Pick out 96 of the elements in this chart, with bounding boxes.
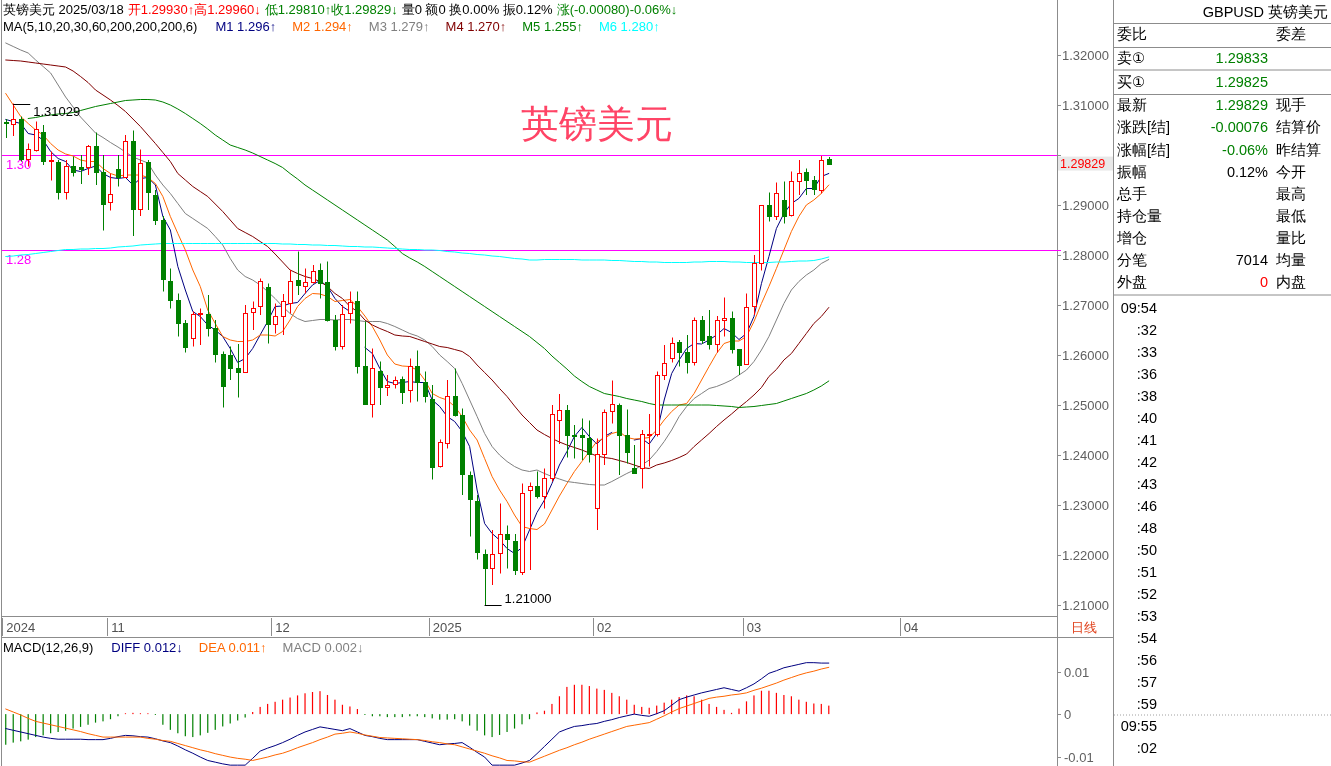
text: 最高 <box>1276 186 1306 202</box>
text: 英镑美元 <box>521 103 673 145</box>
text: :53 <box>1136 608 1157 624</box>
text: :56 <box>1136 652 1157 668</box>
text: :57 <box>1136 674 1157 690</box>
y-tick-label: 1.23000 <box>1062 498 1109 513</box>
text: 0.12% <box>1226 164 1269 180</box>
y-tick-label: -0.01 <box>1064 750 1094 765</box>
text: :50 <box>1136 542 1157 558</box>
y-tick-label: 1.26000 <box>1062 348 1109 363</box>
y-tick-label: 0.01 <box>1064 665 1090 680</box>
y-tick-label: 0 <box>1064 707 1072 722</box>
annotation: MACD 0.002↓ <box>282 640 364 655</box>
text: 内盘 <box>1276 274 1306 290</box>
text: 涨幅[结] <box>1117 141 1171 158</box>
y-tick-label: 1.29000 <box>1062 198 1109 213</box>
annotation: 量0 额0 换0.00% 振0.12% <box>401 2 554 17</box>
text: 09:54 <box>1120 300 1157 316</box>
text: 1.29829 <box>1060 157 1106 172</box>
text: 买① <box>1117 74 1145 90</box>
text: 振幅 <box>1117 164 1147 180</box>
y-tick-label: 1.24000 <box>1062 448 1109 463</box>
annotation: 开1.29930↑高1.29960↓ <box>127 2 261 17</box>
text: M3 1.279↑ <box>368 19 430 34</box>
text: 持仓量 <box>1117 208 1162 224</box>
text: 增仓 <box>1116 230 1147 246</box>
text: 昨结算 <box>1276 141 1321 158</box>
text: M2 1.294↑ <box>292 19 353 34</box>
text: 总手 <box>1116 186 1147 202</box>
legend-title: MA(5,10,20,30,60,200,200,200,6) <box>3 19 198 34</box>
text: -0.06% <box>1222 141 1269 158</box>
text: 委比 <box>1117 26 1147 42</box>
legend-title: MACD(12,26,9) <box>3 640 94 655</box>
text: :38 <box>1136 388 1157 404</box>
text: :52 <box>1136 586 1157 602</box>
text: GBPUSD 英镑美元 <box>1202 4 1328 20</box>
text: :36 <box>1136 366 1157 382</box>
y-tick-label: 1.31000 <box>1062 98 1109 113</box>
text: 卖① <box>1117 50 1145 66</box>
text: :41 <box>1136 432 1157 448</box>
annotation: 低1.29810↑收1.29829↓ <box>264 2 398 17</box>
text: 7014 <box>1235 252 1268 268</box>
text: 09:55 <box>1120 718 1157 734</box>
text: 0 <box>1259 274 1268 290</box>
x-tick-label: 12 <box>275 620 290 635</box>
x-tick-label: 2025 <box>432 620 462 635</box>
text: :02 <box>1136 740 1157 756</box>
y-tick-label: 1.32000 <box>1062 48 1109 63</box>
text: :32 <box>1136 322 1157 338</box>
text: 均量 <box>1275 252 1306 268</box>
text: -0.00076 <box>1210 119 1268 135</box>
y-tick-label: 1.25000 <box>1062 398 1109 413</box>
y-tick-label: 1.28000 <box>1062 248 1109 263</box>
x-tick-label: 2024 <box>6 620 36 635</box>
text: 委差 <box>1276 26 1306 42</box>
y-tick-label: 1.27000 <box>1062 298 1109 313</box>
text: 最新 <box>1117 97 1147 113</box>
text: :40 <box>1136 410 1157 426</box>
x-axis-title: 日线 <box>1071 620 1097 635</box>
text: M6 1.280↑ <box>598 19 660 34</box>
text: DEA 0.011↑ <box>198 640 267 655</box>
text: DIFF 0.012↓ <box>111 640 183 655</box>
text: :42 <box>1136 454 1157 470</box>
text: 最低 <box>1276 208 1306 224</box>
text: 今开 <box>1276 164 1306 180</box>
text: 量比 <box>1276 230 1306 246</box>
text: M4 1.270↑ <box>445 19 507 34</box>
text: :43 <box>1136 476 1157 492</box>
text: 结算价 <box>1276 119 1321 135</box>
text: 外盘 <box>1117 274 1147 290</box>
text: 1.29829 <box>1215 97 1268 113</box>
text: M5 1.255↑ <box>522 19 583 34</box>
annotation: 1.31029 <box>33 103 81 119</box>
text: 1.29833 <box>1215 50 1268 66</box>
x-tick-label: 02 <box>597 620 612 635</box>
x-tick-label: 03 <box>746 620 762 635</box>
ref-line-label: 1.30 <box>6 156 32 172</box>
x-tick-label: 04 <box>903 620 919 635</box>
text: 分笔 <box>1117 252 1147 268</box>
ref-line-label: 1.28 <box>6 251 32 267</box>
text: :51 <box>1136 564 1157 580</box>
text: :59 <box>1136 696 1157 712</box>
y-tick-label: 1.22000 <box>1062 548 1109 563</box>
text: 涨跌[结] <box>1117 119 1171 135</box>
annotation: 英镑美元 2025/03/18 <box>3 2 124 17</box>
text: 1.29825 <box>1215 74 1268 90</box>
y-tick-label: 1.21000 <box>1062 598 1109 613</box>
text: 现手 <box>1276 97 1306 113</box>
text: :48 <box>1136 520 1157 536</box>
text: :46 <box>1136 498 1157 514</box>
x-tick-label: 11 <box>111 620 125 635</box>
text: M1 1.296↑ <box>215 19 277 34</box>
annotation: 涨(-0.00080)-0.06%↓ <box>556 2 678 17</box>
text: :54 <box>1136 630 1157 646</box>
annotation: 1.21000 <box>504 590 552 606</box>
text: :33 <box>1136 344 1157 360</box>
